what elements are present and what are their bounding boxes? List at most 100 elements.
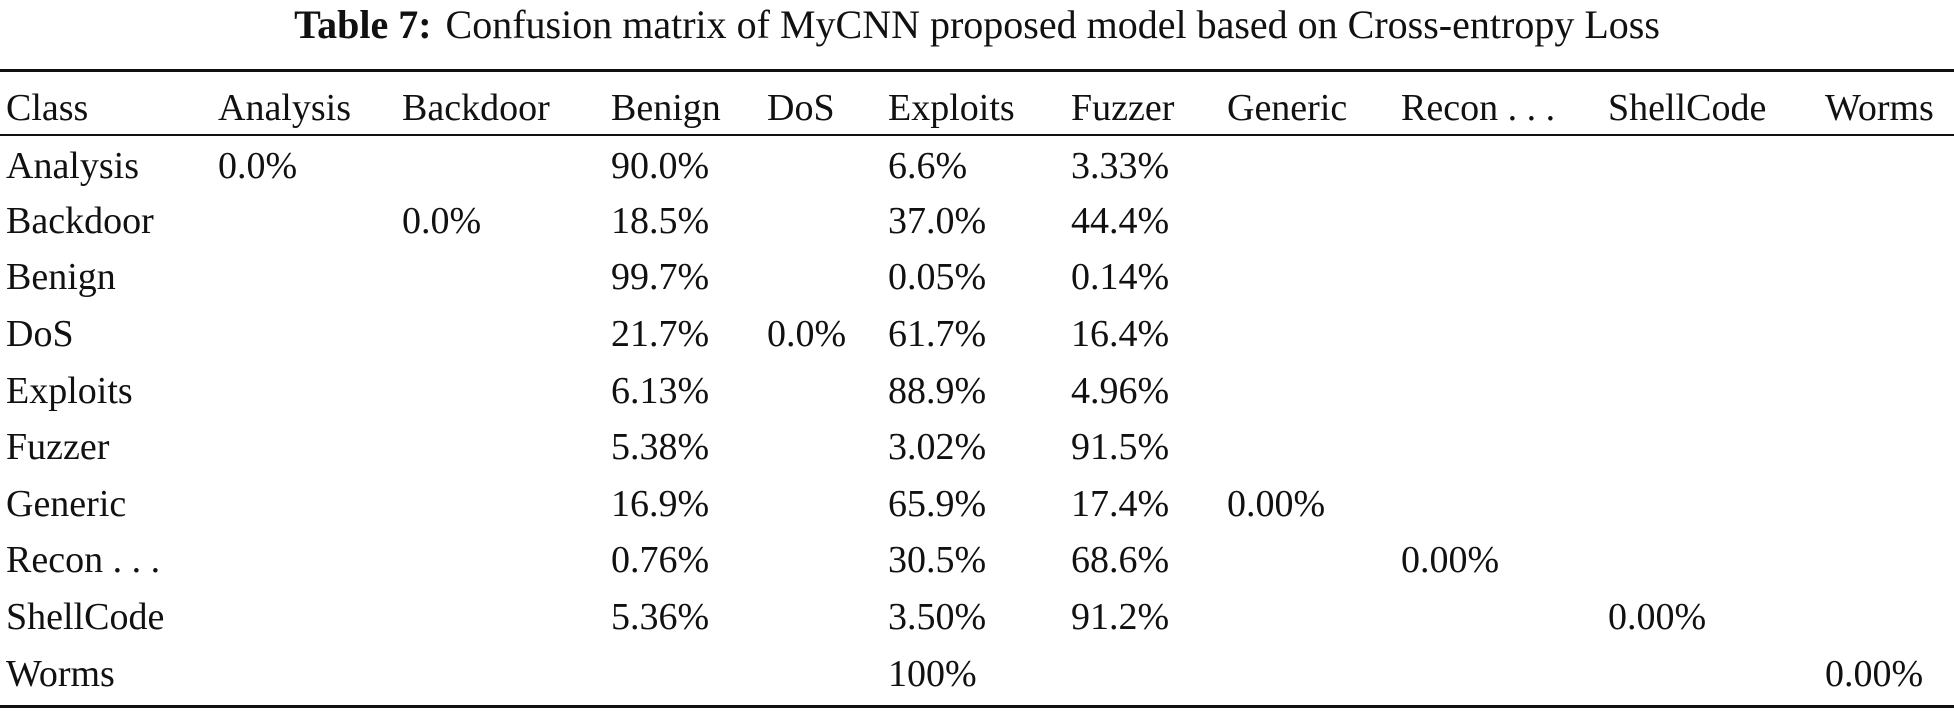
table-row: Worms 100% 0.00% <box>0 645 1954 702</box>
table-row: DoS 21.7% 0.0% 61.7% 16.4% <box>0 306 1954 363</box>
column-header-recon: Recon . . . <box>1401 87 1556 129</box>
table-cell <box>1395 645 1602 702</box>
table-cell <box>1819 136 1954 193</box>
table-cell: 0.00% <box>1227 482 1326 525</box>
table-cell <box>396 476 605 533</box>
table-cell <box>1819 249 1954 306</box>
row-label: Benign <box>6 256 116 299</box>
table-cell: 90.0% <box>611 145 710 188</box>
table-cell <box>1819 306 1954 363</box>
table-cell <box>761 589 882 646</box>
table-cell <box>1395 589 1602 646</box>
table-header-rule <box>0 134 1954 136</box>
table-bottom-rule <box>0 705 1954 708</box>
table-cell: 16.4% <box>1071 313 1170 356</box>
table-cell <box>1065 645 1221 702</box>
column-header-backdoor: Backdoor <box>402 87 550 129</box>
table-cell <box>1602 136 1819 193</box>
table-cell <box>1602 645 1819 702</box>
table-cell <box>396 136 605 193</box>
table-cell <box>1395 249 1602 306</box>
table-cell <box>761 419 882 476</box>
column-header-fuzzer: Fuzzer <box>1071 87 1175 129</box>
table-cell: 91.2% <box>1071 596 1170 639</box>
table-cell <box>1602 306 1819 363</box>
table-cell <box>1395 136 1602 193</box>
table-cell: 4.96% <box>1071 369 1170 412</box>
table-cell: 5.38% <box>611 426 710 469</box>
column-header-worms: Worms <box>1825 87 1934 129</box>
table-cell: 99.7% <box>611 256 710 299</box>
table-cell <box>1221 362 1395 419</box>
table-cell <box>212 193 396 250</box>
table-cell <box>1395 306 1602 363</box>
confusion-matrix-table: Class Analysis Backdoor Benign DoS Explo… <box>0 80 1954 702</box>
table-cell <box>1819 419 1954 476</box>
table-cell <box>1819 362 1954 419</box>
table-cell <box>761 645 882 702</box>
table-row: Analysis 0.0% 90.0% 6.6% 3.33% <box>0 136 1954 193</box>
table-cell: 16.9% <box>611 482 710 525</box>
table-cell <box>1819 589 1954 646</box>
table-cell: 5.36% <box>611 596 710 639</box>
row-label: Exploits <box>6 369 133 412</box>
table-cell <box>1395 362 1602 419</box>
table-cell: 0.76% <box>611 539 710 582</box>
column-header-generic: Generic <box>1227 87 1348 129</box>
table-cell <box>761 249 882 306</box>
table-cell <box>1221 306 1395 363</box>
table-cell <box>212 249 396 306</box>
table-cell <box>396 306 605 363</box>
table-row: Backdoor 0.0% 18.5% 37.0% 44.4% <box>0 193 1954 250</box>
table-cell: 21.7% <box>611 313 710 356</box>
table-cell <box>396 362 605 419</box>
table-cell <box>1221 645 1395 702</box>
table-cell: 3.50% <box>888 596 987 639</box>
column-header-benign: Benign <box>611 87 721 129</box>
row-label: ShellCode <box>6 596 165 639</box>
table-cell <box>212 645 396 702</box>
table-cell <box>1819 476 1954 533</box>
table-cell: 0.0% <box>218 145 298 188</box>
table-cell: 3.33% <box>1071 145 1170 188</box>
table-cell <box>761 362 882 419</box>
table-cell: 88.9% <box>888 369 987 412</box>
table-row: Exploits 6.13% 88.9% 4.96% <box>0 362 1954 419</box>
table-cell: 6.13% <box>611 369 710 412</box>
table-cell <box>1602 532 1819 589</box>
table-cell: 18.5% <box>611 199 710 242</box>
table-header-row: Class Analysis Backdoor Benign DoS Explo… <box>0 80 1954 136</box>
table-cell <box>396 249 605 306</box>
row-label: Fuzzer <box>6 426 110 469</box>
table-cell <box>1221 532 1395 589</box>
table-cell: 91.5% <box>1071 426 1170 469</box>
table-cell <box>1602 476 1819 533</box>
table-cell: 68.6% <box>1071 539 1170 582</box>
table-row: Generic 16.9% 65.9% 17.4% 0.00% <box>0 476 1954 533</box>
table-cell <box>1221 419 1395 476</box>
table-cell <box>1602 419 1819 476</box>
table-cell <box>761 532 882 589</box>
table-caption-label: Table 7: <box>294 2 432 47</box>
table-cell <box>212 306 396 363</box>
table-cell: 6.6% <box>888 145 968 188</box>
table-caption-text: Confusion matrix of MyCNN proposed model… <box>445 2 1660 47</box>
table-cell <box>1395 476 1602 533</box>
row-label: Analysis <box>6 145 139 188</box>
table-cell <box>1221 589 1395 646</box>
column-header-dos: DoS <box>767 87 835 129</box>
table-cell <box>1395 419 1602 476</box>
table-cell <box>1602 193 1819 250</box>
table-cell <box>1602 249 1819 306</box>
table-top-rule <box>0 69 1954 72</box>
table-cell <box>212 532 396 589</box>
table-cell: 3.02% <box>888 426 987 469</box>
table-caption: Table 7: Confusion matrix of MyCNN propos… <box>0 0 1954 52</box>
table-cell <box>605 645 761 702</box>
row-label: Backdoor <box>6 199 154 242</box>
table-cell: 61.7% <box>888 313 987 356</box>
table-cell <box>1395 193 1602 250</box>
table-cell <box>761 476 882 533</box>
table-cell: 0.05% <box>888 256 987 299</box>
table-cell: 0.0% <box>402 199 482 242</box>
